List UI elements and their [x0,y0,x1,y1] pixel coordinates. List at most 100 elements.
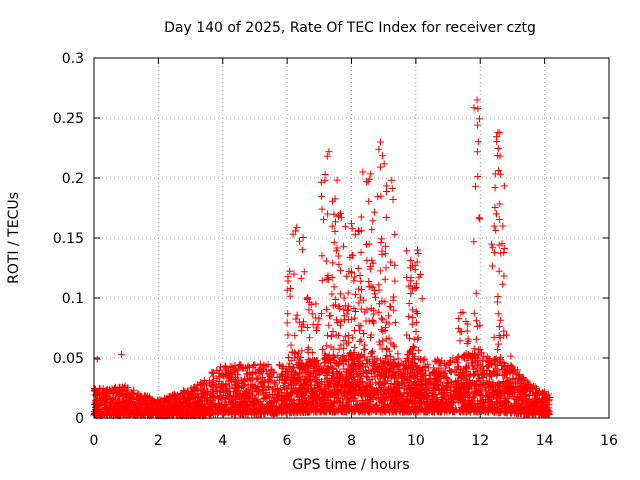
data-point [210,393,218,401]
data-point [439,368,447,376]
data-point [285,397,293,405]
x-tick-label: 12 [471,433,489,449]
burst-point [358,360,366,368]
burst-point [381,250,389,258]
data-point [106,398,114,406]
data-point [445,397,453,405]
burst-point [474,105,482,113]
burst-point [304,356,312,364]
burst-point [488,380,496,388]
burst-point [298,347,306,355]
data-point [485,406,493,414]
data-point [447,368,455,376]
burst-point [348,385,356,393]
data-point [185,409,193,417]
burst-point [387,353,395,361]
burst-point [459,383,467,391]
burst-point [474,370,482,378]
data-point [198,393,206,401]
data-point [433,380,441,388]
burst-point [331,218,339,226]
data-point [274,407,282,415]
burst-point [459,390,467,398]
data-point [416,399,424,407]
burst-point [287,341,295,349]
burst-point [505,384,513,392]
burst-point [362,317,370,325]
data-point [443,379,451,387]
data-point [463,356,471,364]
burst-point [358,386,366,394]
burst-point [321,176,329,184]
burst-point [349,251,357,259]
data-point [400,375,408,383]
data-point [149,398,157,406]
burst-point [375,365,383,373]
burst-point [391,319,399,327]
burst-point [366,386,374,394]
burst-point [337,317,345,325]
burst-point [496,129,504,137]
burst-point [299,246,307,254]
data-point [254,410,262,418]
data-point [544,407,552,415]
peak-point [388,176,396,184]
data-point [463,408,471,416]
burst-point [324,331,332,339]
data-point [529,410,537,418]
burst-point [359,368,367,376]
data-point [332,408,340,416]
data-point [190,383,198,391]
burst-point [323,152,331,160]
data-point [226,388,234,396]
data-point [375,398,383,406]
data-point [235,392,243,400]
burst-point [286,292,294,300]
data-point [193,406,201,414]
data-point [208,402,216,410]
burst-point [463,327,471,335]
data-point [436,372,444,380]
data-point [303,361,311,369]
data-point [254,400,262,408]
burst-point [357,375,365,383]
data-point [186,396,194,404]
data-point [399,365,407,373]
burst-point [492,226,500,234]
burst-point [296,237,304,245]
data-point [470,370,478,378]
data-point [421,363,429,371]
burst-point [496,334,504,342]
burst-point [415,273,423,281]
data-point [341,408,349,416]
peak-point [499,222,507,230]
data-point [248,408,256,416]
data-point [91,391,99,399]
data-point [414,408,422,416]
data-point [183,387,191,395]
burst-point [319,389,327,397]
x-tick-label: 14 [536,433,554,449]
burst-point [406,264,414,272]
data-point [370,366,378,374]
data-point [401,365,409,373]
burst-point [356,272,364,280]
burst-point [360,330,368,338]
burst-point [355,382,363,390]
data-point [518,400,526,408]
peak-point [359,168,367,176]
data-point [145,409,153,417]
burst-point [322,257,330,265]
burst-point [382,335,390,343]
burst-point [287,284,295,292]
burst-point [464,335,472,343]
burst-point [508,364,516,372]
burst-point [454,377,462,385]
burst-point [296,385,304,393]
burst-point [500,272,508,280]
burst-point [328,274,336,282]
data-point [483,353,491,361]
burst-point [299,233,307,241]
data-point [465,384,473,392]
